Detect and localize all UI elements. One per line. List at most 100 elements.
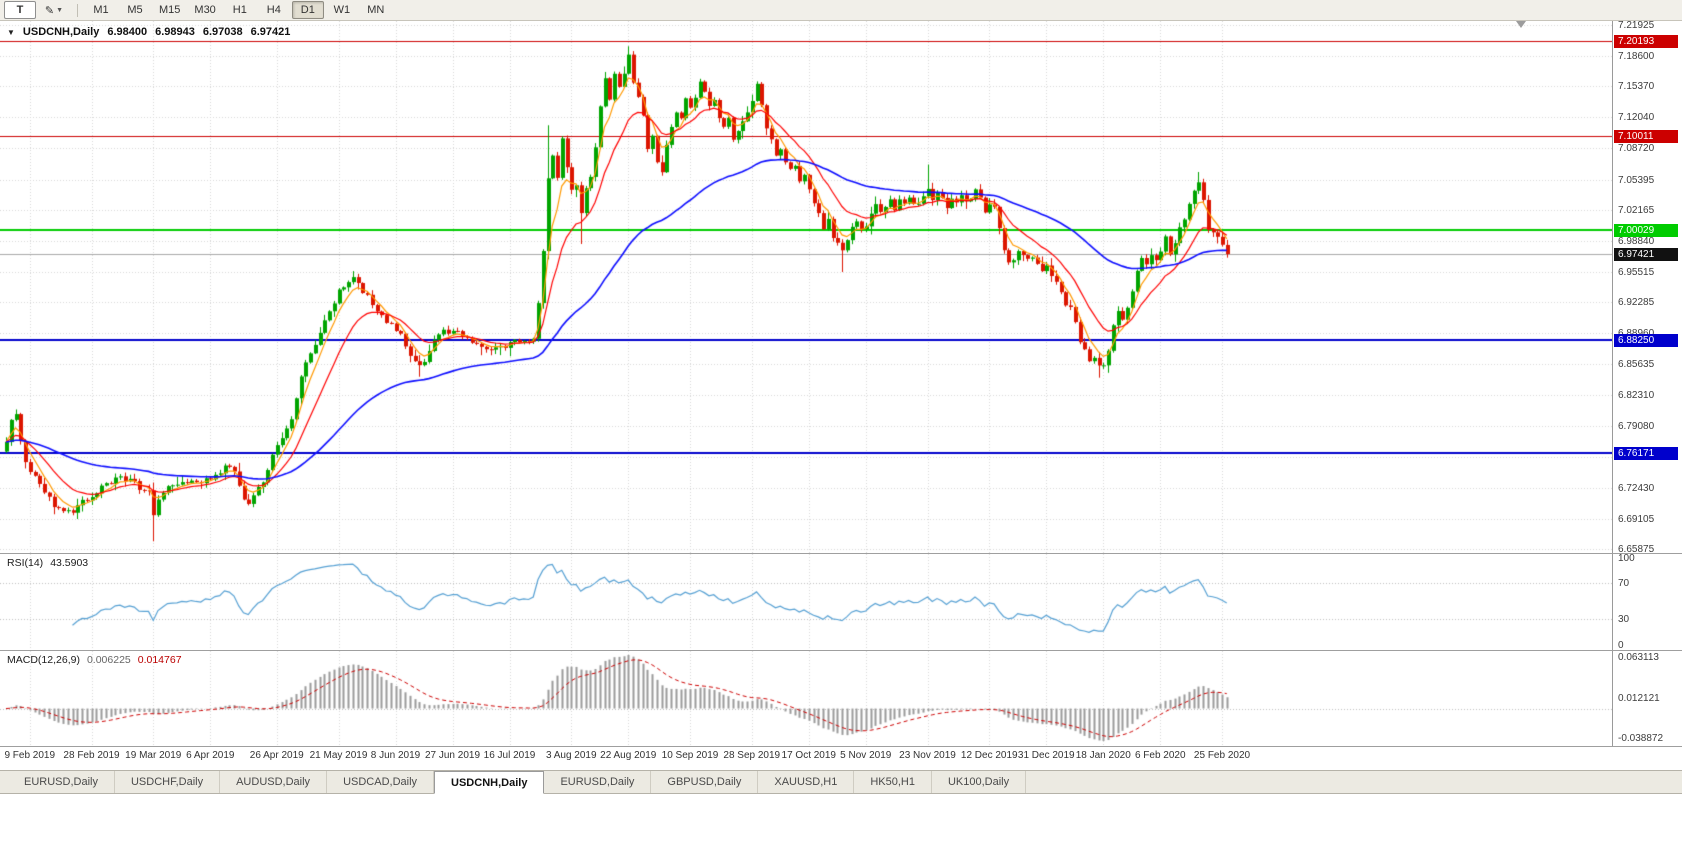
date-axis-label: 6 Feb 2020 bbox=[1134, 750, 1186, 761]
open-value: 6.98400 bbox=[107, 26, 148, 38]
symbol-label: USDCNH,Daily bbox=[22, 26, 100, 38]
pencil-icon: ✎ bbox=[44, 4, 55, 17]
macd-indicator-label: MACD(12,26,9) 0.006225 0.014767 bbox=[7, 654, 182, 666]
macd-pane: MACD(12,26,9) 0.006225 0.014767 0.063113… bbox=[0, 650, 1682, 746]
chart-tab-hk50-h1[interactable]: HK50,H1 bbox=[854, 771, 932, 793]
price-axis-label: 6.85635 bbox=[1618, 359, 1655, 371]
price-axis-label: 6.95515 bbox=[1618, 266, 1655, 278]
chart-toolbar: T ✎ ▼ M1 M5 M15 M30 H1 H4 D1 W1 MN bbox=[0, 0, 1682, 21]
price-axis-label: 7.05395 bbox=[1618, 174, 1655, 186]
chart-tab-eurusd-daily[interactable]: EURUSD,Daily bbox=[544, 771, 652, 793]
chart-tab-usdcnh-daily[interactable]: USDCNH,Daily bbox=[434, 771, 545, 794]
chart-tab-eurusd-daily[interactable]: EURUSD,Daily bbox=[8, 771, 115, 793]
macd-chart-canvas[interactable] bbox=[0, 651, 1612, 746]
timeframe-button-h1[interactable]: H1 bbox=[232, 4, 247, 16]
date-axis-label: 12 Dec 2019 bbox=[960, 750, 1018, 761]
timeframe-button-m30[interactable]: M30 bbox=[194, 4, 216, 16]
date-axis-label: 28 Sep 2019 bbox=[723, 750, 781, 761]
date-axis-label: 27 Jun 2019 bbox=[424, 750, 481, 761]
price-axis[interactable]: 7.21925 7.18600 7.15370 7.12040 7.08720 7.053… bbox=[1612, 21, 1682, 553]
price-axis-label: 7.02165 bbox=[1618, 204, 1655, 216]
macd-signal-value: 0.014767 bbox=[137, 654, 182, 666]
price-axis-label: 6.65875 bbox=[1618, 544, 1655, 553]
timeframe-button-d1[interactable]: D1 bbox=[291, 1, 324, 19]
chart-tab-usdchf-daily[interactable]: USDCHF,Daily bbox=[115, 771, 221, 793]
date-axis-label: 31 Dec 2019 bbox=[1017, 750, 1075, 761]
price-axis-label: 7.15370 bbox=[1618, 81, 1655, 93]
macd-name: MACD(12,26,9) bbox=[7, 654, 80, 666]
rsi-axis-label: 100 bbox=[1618, 553, 1635, 564]
current-price-badge: 6.97421 bbox=[1614, 248, 1678, 262]
timeframe-button-h4[interactable]: H4 bbox=[266, 4, 281, 16]
timeframe-button-w1[interactable]: W1 bbox=[333, 4, 351, 16]
macd-axis-label: -0.038872 bbox=[1618, 733, 1664, 744]
date-axis-label: 19 Mar 2019 bbox=[125, 750, 182, 761]
timeframe-button-m5[interactable]: M5 bbox=[127, 4, 143, 16]
price-axis-label: 7.12040 bbox=[1618, 112, 1655, 124]
date-axis-label: 8 Jun 2019 bbox=[370, 750, 421, 761]
price-axis-label: 6.92285 bbox=[1618, 297, 1655, 309]
rsi-pane: RSI(14) 43.5903 100 70 30 0 bbox=[0, 553, 1682, 650]
price-axis-label: 6.82310 bbox=[1618, 390, 1655, 402]
rsi-chart-canvas[interactable] bbox=[0, 554, 1612, 650]
draw-tool-button[interactable]: ✎ ▼ bbox=[38, 1, 70, 19]
level-price-badge: 7.00029 bbox=[1614, 223, 1678, 237]
price-axis-label: 6.88960 bbox=[1618, 328, 1654, 339]
macd-main-value: 0.006225 bbox=[86, 654, 131, 666]
text-tool-icon: T bbox=[16, 4, 24, 16]
date-axis-label: 3 Aug 2019 bbox=[545, 750, 597, 761]
price-axis-label: 7.08720 bbox=[1618, 143, 1655, 155]
chart-tab-audusd-daily[interactable]: AUDUSD,Daily bbox=[220, 771, 328, 793]
rsi-axis[interactable]: 100 70 30 0 bbox=[1612, 554, 1682, 650]
timeframe-button-m1[interactable]: M1 bbox=[93, 4, 109, 16]
rsi-name: RSI(14) bbox=[7, 557, 44, 569]
price-chart-canvas[interactable] bbox=[0, 21, 1612, 553]
low-value: 6.97038 bbox=[202, 26, 243, 38]
chart-tab-usdcad-daily[interactable]: USDCAD,Daily bbox=[327, 771, 435, 793]
chart-ohlc-header: ▼ USDCNH,Daily 6.98400 6.98943 6.97038 6… bbox=[7, 26, 290, 38]
price-axis-label: 6.79080 bbox=[1618, 420, 1655, 432]
rsi-axis-label: 30 bbox=[1618, 613, 1630, 625]
chart-shift-marker[interactable] bbox=[1516, 21, 1526, 28]
date-axis-label: 26 Apr 2019 bbox=[249, 750, 304, 761]
date-axis-label: 18 Jan 2020 bbox=[1075, 750, 1131, 761]
macd-axis-label: 0.063113 bbox=[1618, 652, 1659, 663]
date-axis-label: 21 May 2019 bbox=[309, 750, 368, 761]
timeframe-button-m15[interactable]: M15 bbox=[159, 4, 181, 16]
text-tool-button[interactable]: T bbox=[4, 1, 36, 19]
rsi-indicator-label: RSI(14) 43.5903 bbox=[7, 557, 88, 569]
chart-tab-xauusd-h1[interactable]: XAUUSD,H1 bbox=[758, 771, 855, 793]
price-axis-label: 7.21925 bbox=[1618, 21, 1655, 31]
close-value: 6.97421 bbox=[250, 26, 291, 38]
date-axis-label: 5 Nov 2019 bbox=[840, 750, 892, 761]
date-axis-label: 10 Sep 2019 bbox=[661, 750, 719, 761]
timeframe-button-mn[interactable]: MN bbox=[367, 4, 385, 16]
macd-axis[interactable]: 0.063113 0.012121 -0.038872 bbox=[1612, 651, 1682, 746]
rsi-axis-label: 70 bbox=[1618, 578, 1630, 590]
chart-tab-gbpusd-daily[interactable]: GBPUSD,Daily bbox=[651, 771, 759, 793]
price-pane: ▼ USDCNH,Daily 6.98400 6.98943 6.97038 6… bbox=[0, 21, 1682, 553]
macd-axis-label: 0.012121 bbox=[1618, 693, 1660, 704]
date-axis-label: 28 Feb 2019 bbox=[63, 750, 120, 761]
level-price-badge: 7.10011 bbox=[1614, 130, 1678, 144]
price-axis-label: 6.72430 bbox=[1618, 482, 1655, 494]
chart-tabs-bar: EURUSD,Daily USDCHF,Daily AUDUSD,Daily USDC… bbox=[0, 770, 1682, 794]
chevron-down-icon: ▼ bbox=[56, 6, 64, 14]
toolbar-separator bbox=[77, 3, 78, 17]
rsi-value: 43.5903 bbox=[50, 557, 89, 569]
date-axis-label: 6 Apr 2019 bbox=[186, 750, 235, 761]
price-axis-label: 6.98840 bbox=[1618, 235, 1655, 247]
level-price-badge: 6.76171 bbox=[1614, 446, 1678, 460]
collapse-panel-icon[interactable]: ▼ bbox=[7, 27, 15, 37]
timeframe-group: M1 M5 M15 M30 H1 H4 D1 W1 MN bbox=[85, 1, 392, 19]
date-axis-label: 25 Feb 2020 bbox=[1193, 750, 1251, 761]
chart-tab-uk100-daily[interactable]: UK100,Daily bbox=[932, 771, 1027, 793]
level-price-badge: 7.20193 bbox=[1614, 35, 1678, 49]
date-axis-label: 16 Jul 2019 bbox=[483, 750, 536, 761]
price-axis-label: 6.69105 bbox=[1618, 513, 1655, 525]
high-value: 6.98943 bbox=[155, 26, 195, 38]
price-axis-label: 7.18600 bbox=[1618, 51, 1655, 63]
date-axis-label: 23 Nov 2019 bbox=[899, 750, 956, 761]
date-axis-label: 17 Oct 2019 bbox=[781, 750, 836, 761]
time-axis[interactable]: 9 Feb 2019 28 Feb 2019 19 Mar 2019 6 Apr 20… bbox=[0, 746, 1682, 765]
